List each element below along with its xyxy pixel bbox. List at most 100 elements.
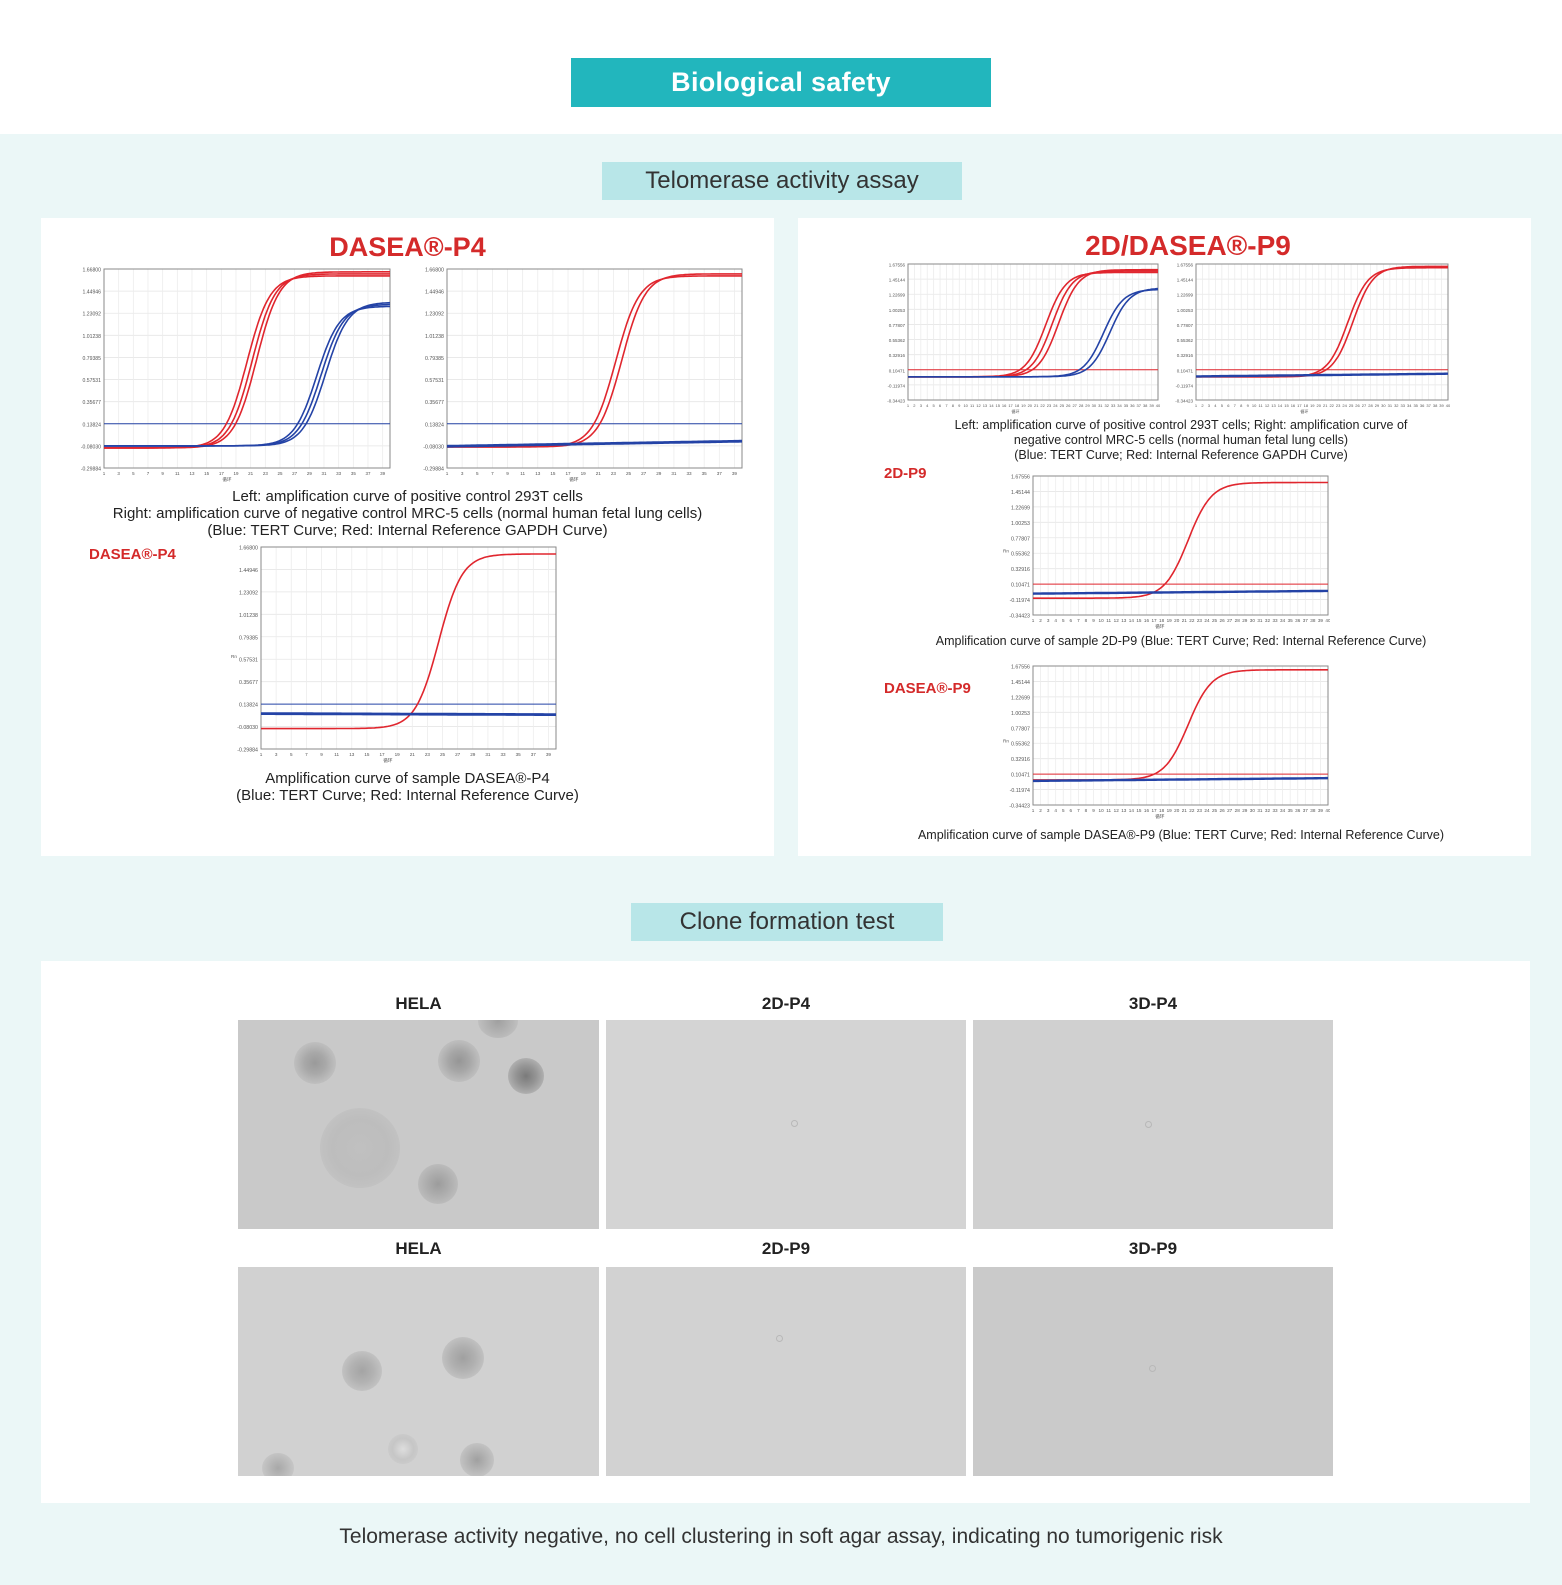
y-tick-label: 1.44946 <box>239 568 258 574</box>
x-tick-label: 4 <box>926 403 929 408</box>
x-tick-label: 21 <box>410 752 416 757</box>
y-tick-label: 1.67556 <box>1177 263 1194 268</box>
x-tick-label: 11 <box>175 471 180 476</box>
chart-p9-negative: 1.67556 1.45144 1.22699 1.00253 0.77807 0.553… <box>1168 262 1450 414</box>
y-tick-label: 1.67556 <box>1011 475 1030 481</box>
y-tick-label: 1.44946 <box>83 290 102 296</box>
right-caption-2: negative control MRC-5 cells (normal hum… <box>1013 433 1349 447</box>
y-tick-label: 0.55362 <box>889 338 906 343</box>
x-tick-label: 18 <box>1304 403 1309 408</box>
series-line-tert <box>104 303 391 447</box>
x-tick-label: 33 <box>1272 618 1278 623</box>
x-tick-label: 39 <box>546 752 552 757</box>
x-tick-label: 39 <box>1318 618 1324 623</box>
x-tick-label: 1 <box>103 471 106 476</box>
x-tick-label: 24 <box>1053 403 1058 408</box>
right-caption-3: (Blue: TERT Curve; Red: Internal Referen… <box>1014 448 1348 462</box>
x-tick-label: 32 <box>1265 618 1271 623</box>
x-tick-label: 13 <box>1121 808 1127 813</box>
y-tick-label: 0.10471 <box>1011 583 1030 589</box>
x-tick-label: 5 <box>1221 403 1224 408</box>
chart-svg-p4-sample: 1.66800 1.44946 1.23092 1.01238 0.79385 0.575… <box>231 546 557 763</box>
x-tick-label: 24 <box>1204 618 1210 623</box>
plot-frame <box>1032 475 1329 616</box>
series-line-gapdh <box>1196 266 1448 378</box>
y-axis-label: Rn <box>231 654 237 659</box>
x-tick-label: 8 <box>1240 403 1243 408</box>
x-tick-label: 10 <box>1099 618 1105 623</box>
clone-section-title: Clone formation test <box>631 903 943 941</box>
x-tick-label: 26 <box>1220 618 1226 623</box>
y-tick-label: 0.32916 <box>1177 353 1194 358</box>
x-tick-label: 39 <box>1439 403 1444 408</box>
x-tick-label: 32 <box>1394 403 1399 408</box>
y-tick-label: -0.08030 <box>237 725 258 731</box>
x-tick-label: 15 <box>1136 808 1142 813</box>
x-tick-label: 17 <box>219 471 224 476</box>
x-tick-label: 31 <box>485 752 491 757</box>
y-axis-label: Rn <box>1003 548 1009 553</box>
series-line-gapdh <box>1196 265 1448 378</box>
x-tick-label: 25 <box>626 471 632 476</box>
x-tick-label: 16 <box>1291 403 1296 408</box>
x-tick-label: 37 <box>717 471 723 476</box>
series-line-internal-reference <box>1033 481 1328 599</box>
y-tick-label: -0.08030 <box>423 444 444 450</box>
series-line-gapdh <box>447 275 742 448</box>
y-tick-label: 0.77807 <box>1011 536 1030 542</box>
x-tick-label: 29 <box>470 752 476 757</box>
series-line-tert <box>261 712 556 715</box>
x-tick-label: 38 <box>1310 808 1316 813</box>
y-tick-label: -0.11974 <box>888 383 906 388</box>
x-tick-label: 11 <box>520 471 525 476</box>
left-sample-caption-2: (Blue: TERT Curve; Red: Internal Referen… <box>236 787 579 804</box>
x-tick-label: 33 <box>686 471 692 476</box>
x-tick-label: 8 <box>1085 808 1088 813</box>
series-line-tert <box>104 305 390 447</box>
x-tick-label: 23 <box>1336 403 1341 408</box>
x-tick-label: 27 <box>455 752 461 757</box>
y-tick-label: 0.32916 <box>889 353 906 358</box>
y-tick-label: 0.55362 <box>1177 338 1194 343</box>
x-tick-label: 4 <box>1054 808 1057 813</box>
left-panel-title: DASEA®-P4 <box>329 232 486 262</box>
photo-hela-1 <box>238 1020 599 1229</box>
x-tick-label: 17 <box>1008 403 1013 408</box>
x-tick-label: 27 <box>292 471 297 476</box>
x-tick-label: 11 <box>970 403 975 408</box>
y-tick-label: 1.45144 <box>1177 278 1194 283</box>
x-tick-label: 19 <box>1167 618 1173 623</box>
chart-p4-sample: 1.66800 1.44946 1.23092 1.01238 0.79385 0.575… <box>228 545 558 763</box>
x-tick-label: 6 <box>1070 618 1073 623</box>
y-tick-label: 1.00253 <box>1177 308 1194 313</box>
x-tick-label: 19 <box>581 471 587 476</box>
y-tick-label: -0.29884 <box>237 748 258 754</box>
x-tick-label: 15 <box>1284 403 1289 408</box>
x-tick-label: 2 <box>1039 808 1042 813</box>
y-tick-label: 1.66800 <box>83 268 102 274</box>
y-tick-label: 1.22699 <box>1177 293 1194 298</box>
x-tick-label: 12 <box>1114 618 1120 623</box>
y-axis-label: Rn <box>1003 738 1009 743</box>
x-tick-label: 33 <box>1401 403 1406 408</box>
y-tick-label: 1.67556 <box>1011 665 1030 671</box>
x-tick-label: 9 <box>1247 403 1250 408</box>
right-sample2-caption: Amplification curve of sample DASEA®-P9 … <box>917 828 1445 842</box>
x-tick-label: 15 <box>996 403 1001 408</box>
x-tick-label: 7 <box>147 471 150 476</box>
x-tick-label: 30 <box>1381 403 1386 408</box>
x-tick-label: 33 <box>500 752 506 757</box>
x-tick-label: 29 <box>1242 618 1248 623</box>
x-tick-label: 37 <box>531 752 537 757</box>
x-tick-label: 9 <box>320 752 323 757</box>
x-tick-label: 3 <box>1047 808 1050 813</box>
x-tick-label: 17 <box>1297 403 1302 408</box>
right-sample2-label: DASEA®-P9 <box>884 680 971 697</box>
x-tick-label: 22 <box>1040 403 1045 408</box>
x-tick-label: 35 <box>351 471 356 476</box>
chart-svg-p9-sample-dasea: 1.67556 1.45144 1.22699 1.00253 0.77807 0.553… <box>1003 665 1330 820</box>
y-tick-label: 1.66800 <box>239 546 258 552</box>
series-line-tert <box>1196 372 1448 377</box>
y-tick-label: -0.29884 <box>81 467 101 473</box>
y-tick-label: -0.11974 <box>1010 598 1030 604</box>
